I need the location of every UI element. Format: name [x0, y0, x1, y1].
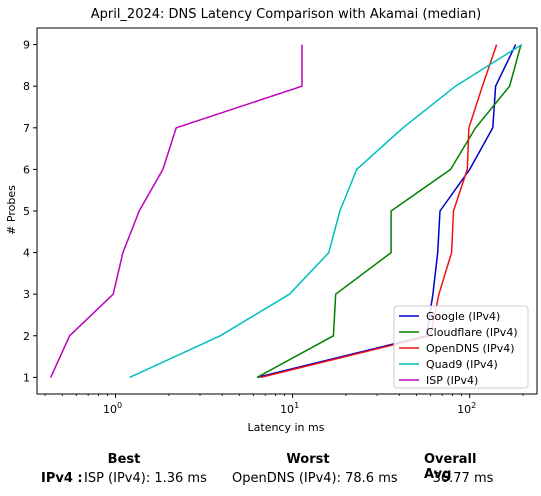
y-axis-label: # Probes [5, 185, 18, 235]
y-tick-label: 9 [23, 39, 30, 52]
series-line-1 [256, 44, 522, 379]
legend-label-2: OpenDNS (IPv4) [426, 342, 515, 355]
x-tick-label: 100 [103, 401, 122, 416]
summary-best-value: ISP (IPv4): 1.36 ms [84, 471, 207, 486]
legend-label-4: ISP (IPv4) [426, 374, 478, 387]
legend-label-3: Quad9 (IPv4) [426, 358, 498, 371]
x-tick-label: 101 [280, 401, 299, 416]
y-tick-label: 2 [23, 330, 30, 343]
summary-avg-header: Overall Avg [424, 452, 477, 482]
latency-chart: April_2024: DNS Latency Comparison with … [5, 7, 538, 434]
chart-title: April_2024: DNS Latency Comparison with … [91, 7, 482, 22]
summary-best-header: Best [107, 452, 141, 467]
summary-worst-header: Worst [286, 452, 330, 467]
y-tick-label: 4 [23, 247, 30, 260]
y-tick-label: 7 [23, 122, 30, 135]
y-tick-label: 8 [23, 80, 30, 93]
summary-avg-value: 36.77 ms [432, 471, 494, 486]
x-axis-label: Latency in ms [248, 421, 325, 434]
x-tick-label: 102 [457, 401, 476, 416]
summary-worst-value: OpenDNS (IPv4): 78.6 ms [232, 471, 398, 486]
y-tick-label: 6 [23, 163, 30, 176]
legend-label-1: Cloudflare (IPv4) [426, 326, 518, 339]
y-tick-label: 3 [23, 288, 30, 301]
axis-layer: 1 2 3 4 5 6 7 8 9 100 101 102 [23, 39, 524, 416]
series-line-4 [50, 44, 303, 378]
legend-label-0: Google (IPv4) [426, 310, 500, 323]
series-line-3 [129, 43, 523, 379]
chart-legend: Google (IPv4) Cloudflare (IPv4) OpenDNS (I… [393, 305, 529, 389]
y-tick-label: 1 [23, 371, 30, 384]
summary-row-label: IPv4 : [41, 471, 83, 486]
legend-box [393, 305, 529, 389]
y-tick-label: 5 [23, 205, 30, 218]
